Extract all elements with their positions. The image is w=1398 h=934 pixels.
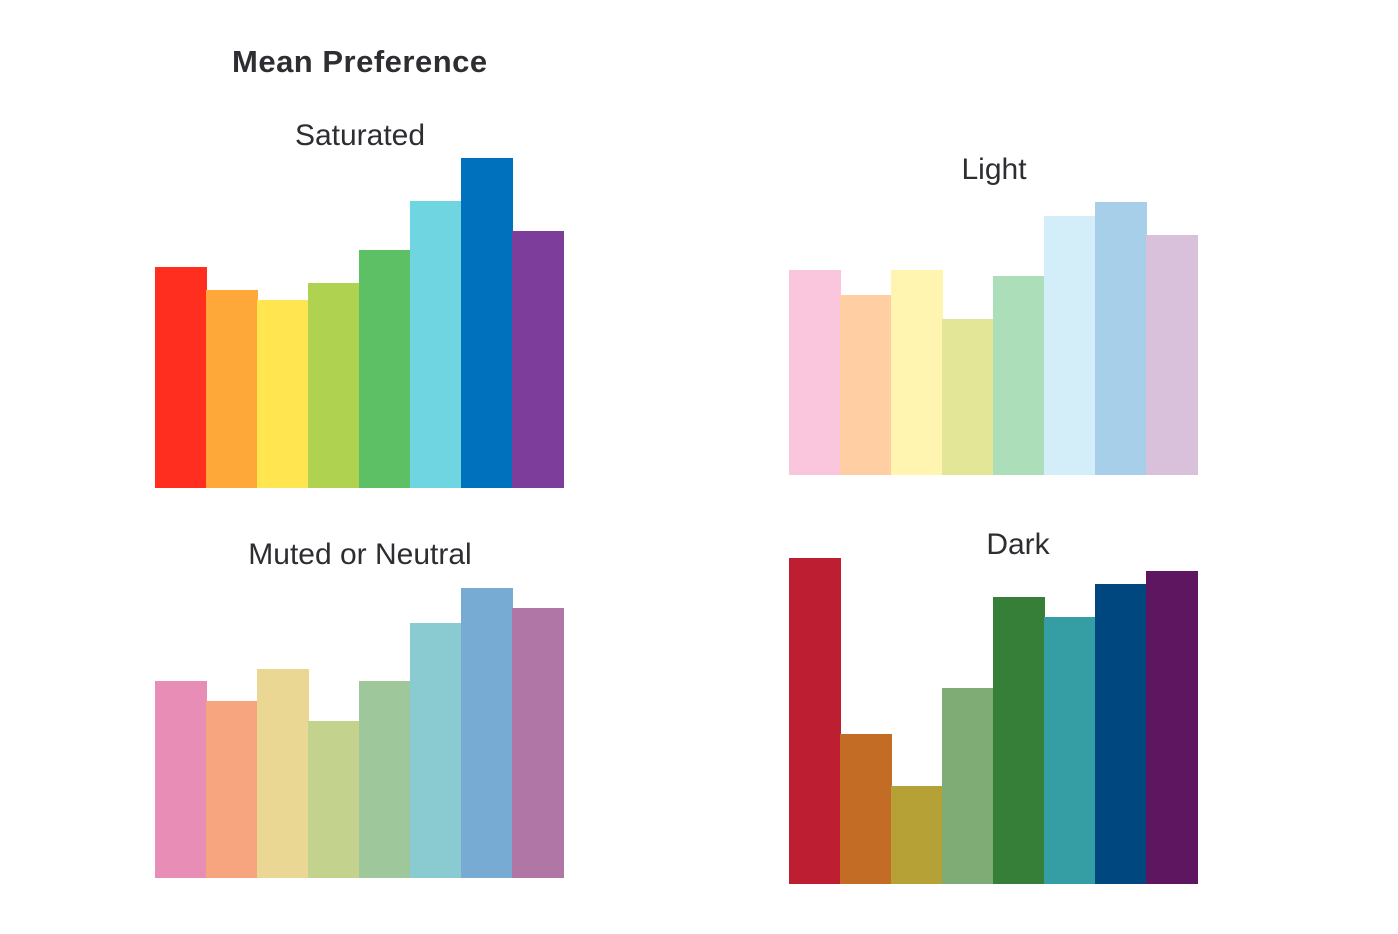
bar-light-red: [789, 270, 841, 475]
bar-dark-yellow: [891, 786, 943, 884]
bar-light-blue: [1095, 202, 1147, 475]
bar-light-chartreuse: [942, 319, 994, 475]
bar-saturated-chartreuse: [308, 283, 360, 488]
bar-light-orange: [840, 294, 892, 475]
panel-title-dark: Dark: [986, 528, 1050, 561]
bar-dark-purple: [1146, 571, 1198, 884]
bar-saturated-green: [359, 250, 411, 488]
bar-muted-or-neutral-green: [359, 680, 411, 878]
bar-light-cyan: [1044, 215, 1096, 475]
bar-dark-cyan: [1044, 616, 1096, 884]
bar-muted-or-neutral-red: [155, 680, 207, 878]
bar-light-yellow: [891, 270, 943, 475]
bar-light-green: [993, 275, 1045, 475]
bar-saturated-blue: [461, 158, 513, 488]
bar-dark-red: [789, 558, 841, 884]
bar-dark-chartreuse: [942, 688, 994, 884]
bar-saturated-purple: [512, 230, 564, 488]
bar-muted-or-neutral-chartreuse: [308, 721, 360, 878]
bar-dark-orange: [840, 734, 892, 884]
bar-saturated-red: [155, 266, 207, 488]
chart-main-title: Mean Preference: [232, 44, 488, 79]
panel-title-saturated: Saturated: [294, 119, 426, 152]
bar-dark-green: [993, 597, 1045, 884]
bar-muted-or-neutral-orange: [206, 701, 258, 878]
bar-light-purple: [1146, 234, 1198, 475]
bar-dark-blue: [1095, 584, 1147, 884]
bar-saturated-yellow: [257, 299, 309, 488]
bar-saturated-orange: [206, 290, 258, 488]
panel-title-light: Light: [961, 153, 1027, 186]
bar-muted-or-neutral-blue: [461, 588, 513, 878]
bar-saturated-cyan: [410, 200, 462, 488]
bar-muted-or-neutral-yellow: [257, 669, 309, 878]
bar-muted-or-neutral-cyan: [410, 622, 462, 878]
bar-muted-or-neutral-purple: [512, 608, 564, 878]
panel-title-muted-or-neutral: Muted or Neutral: [248, 538, 472, 571]
